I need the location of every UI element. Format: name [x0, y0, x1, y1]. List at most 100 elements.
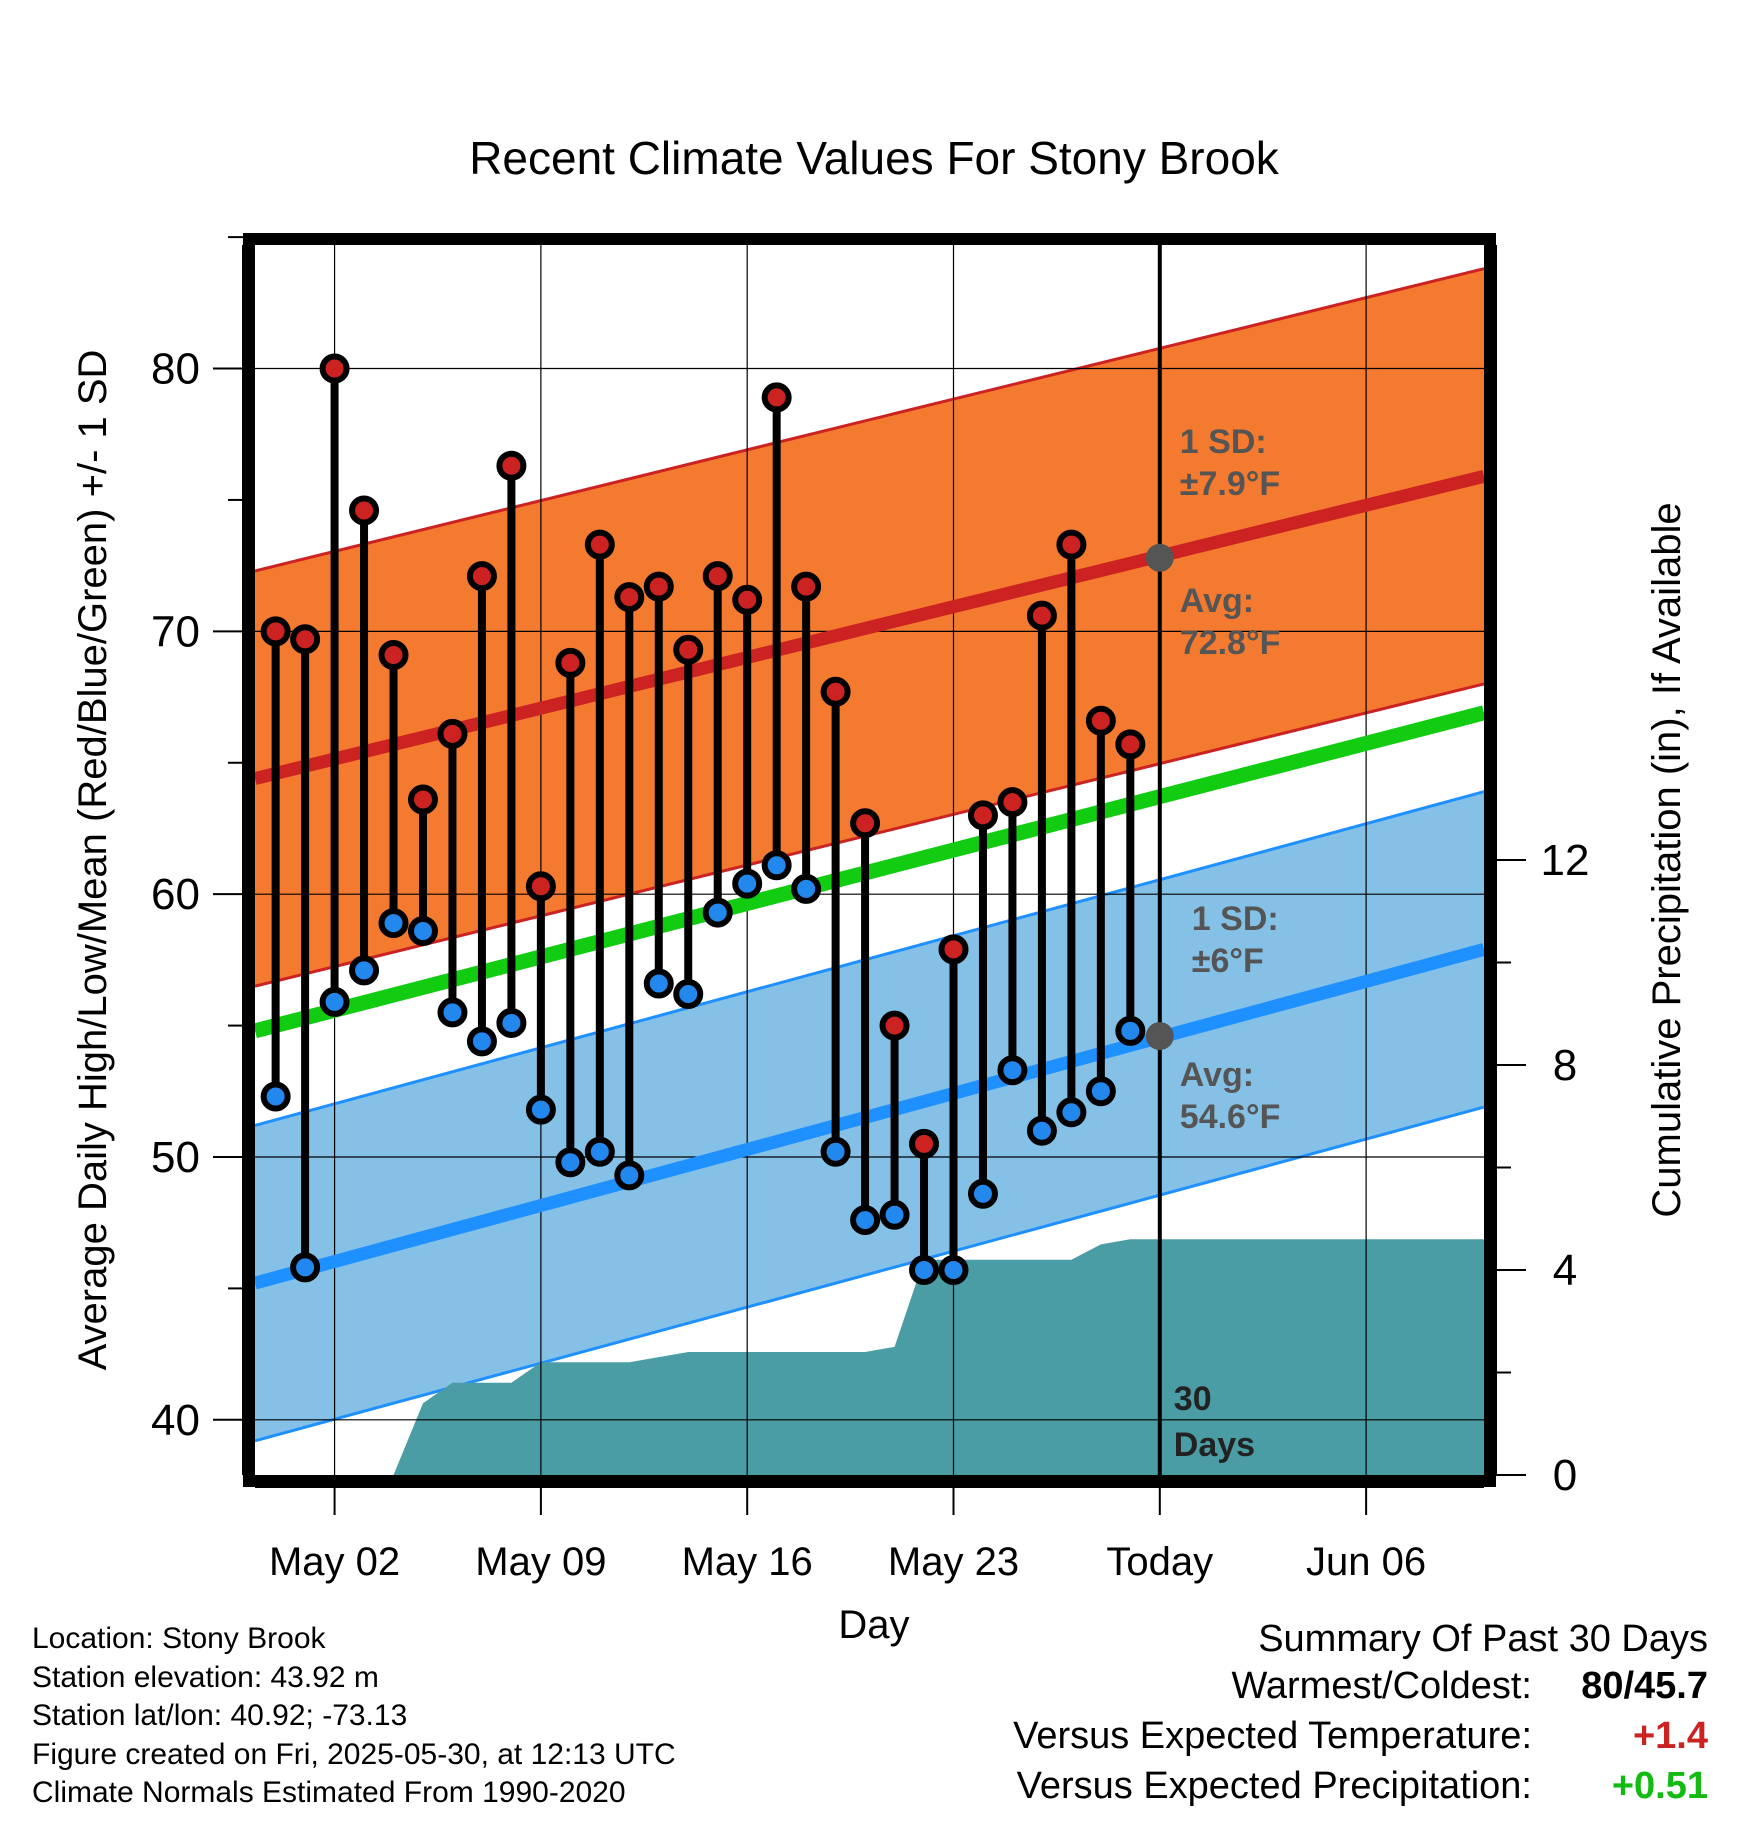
high-point	[1056, 529, 1087, 560]
high-point	[997, 787, 1028, 818]
x-axis-title: Day	[838, 1603, 909, 1647]
precip-label: Versus Expected Precipitation:	[1016, 1765, 1532, 1807]
high-point	[555, 647, 586, 678]
y2-tick-label: 4	[1553, 1246, 1577, 1295]
station-info: Location: Stony Brook Station elevation:…	[32, 1620, 676, 1813]
plot-frame	[243, 233, 1496, 1487]
temp-value: +1.4	[1632, 1715, 1708, 1757]
warm-cold-label: Warmest/Coldest:	[1231, 1665, 1532, 1707]
high-point	[673, 634, 704, 665]
low-point	[1056, 1097, 1087, 1128]
low-point	[437, 997, 468, 1028]
low-point	[1026, 1115, 1057, 1146]
location-text: Location: Stony Brook	[32, 1622, 326, 1655]
high-point	[761, 382, 792, 413]
high-point	[437, 718, 468, 749]
y-tick-label: 40	[151, 1396, 200, 1445]
high-point	[643, 571, 674, 602]
y2-axis-title: Cumulative Precipitation (in), If Availa…	[1645, 502, 1689, 1217]
precip-value: +0.51	[1611, 1765, 1708, 1807]
summary-panel: Summary Of Past 30 Days Warmest/Coldest:…	[1013, 1618, 1708, 1815]
low-avg-value: 54.6°F	[1180, 1098, 1281, 1136]
high-point	[1026, 600, 1057, 631]
x-tick-label: May 02	[269, 1540, 400, 1584]
low-point	[407, 915, 438, 946]
high-point	[260, 616, 291, 647]
low-point	[702, 897, 733, 928]
annotations-layer: 1 SD: ±7.9°F Avg: 72.8°F 1 SD: ±6°F Avg: 54.6°F…	[1145, 423, 1281, 1464]
low-point	[997, 1055, 1028, 1086]
points-layer	[260, 353, 1146, 1285]
low-sd-value: ±6°F	[1192, 942, 1264, 980]
x-tick-label: May 09	[475, 1540, 606, 1584]
axes-layer: Recent Climate Values For Stony Brook 40 5…	[71, 132, 1689, 1647]
low-point	[643, 968, 674, 999]
y2-tick-label: 8	[1553, 1041, 1577, 1090]
high-point	[378, 640, 409, 670]
x-tick-label: May 16	[682, 1540, 813, 1584]
low-point	[761, 850, 792, 881]
high-point	[820, 676, 851, 707]
stems-layer	[271, 368, 1135, 1270]
low-point	[732, 868, 763, 899]
low-point	[319, 986, 350, 1017]
low-point	[938, 1255, 969, 1285]
low-point	[1115, 1015, 1146, 1046]
low-point	[879, 1199, 910, 1230]
low-point	[290, 1252, 321, 1283]
temp-label: Versus Expected Temperature:	[1013, 1715, 1532, 1757]
high-point	[850, 808, 881, 839]
high-point	[319, 353, 350, 384]
high-point	[614, 582, 645, 613]
warm-cold-value: 80/45.7	[1568, 1665, 1708, 1708]
high-avg-label: Avg:	[1180, 582, 1254, 620]
chart-title: Recent Climate Values For Stony Brook	[469, 132, 1280, 184]
y-tick-label: 50	[151, 1133, 200, 1182]
low-point	[967, 1178, 998, 1209]
high-point	[1085, 705, 1116, 736]
normal-mean-line	[253, 705, 1486, 1039]
created-text: Figure created on Fri, 2025-05-30, at 12…	[32, 1737, 676, 1771]
high-sd-value: ±7.9°F	[1180, 465, 1280, 503]
x-tick-label: May 23	[888, 1540, 1019, 1584]
high-point	[732, 584, 763, 615]
low-point	[466, 1026, 497, 1057]
low-point	[820, 1136, 851, 1167]
normals-text: Climate Normals Estimated From 1990-2020	[32, 1776, 626, 1809]
low-point	[496, 1007, 527, 1038]
low-point	[584, 1136, 615, 1167]
high-point	[525, 871, 556, 902]
high-point	[1115, 729, 1146, 760]
frame-layer	[243, 233, 1496, 1487]
latlon-text: Station lat/lon: 40.92; -73.13	[32, 1699, 408, 1732]
days-count-label: 30	[1174, 1380, 1212, 1418]
elevation-text: Station elevation: 43.92 m	[32, 1660, 379, 1694]
low-point	[614, 1160, 645, 1191]
x-tick-label: Jun 06	[1306, 1540, 1426, 1584]
coldest-value: /45.7	[1623, 1665, 1708, 1707]
high-point	[791, 571, 822, 602]
high-point	[407, 784, 438, 815]
y-axis-title: Average Daily High/Low/Mean (Red/Blue/Gr…	[71, 350, 115, 1371]
low-sd-upper-edge	[254, 790, 1485, 1127]
low-sd-label: 1 SD:	[1192, 900, 1279, 938]
low-point	[260, 1081, 291, 1112]
x-tick-label: Today	[1106, 1540, 1213, 1584]
low-point	[909, 1255, 940, 1285]
low-point	[850, 1205, 881, 1236]
high-point	[584, 529, 615, 560]
y-tick-label: 70	[151, 607, 200, 656]
high-point	[967, 800, 998, 831]
high-point	[702, 561, 733, 592]
high-avg-value: 72.8°F	[1180, 624, 1281, 662]
y2-tick-label: 12	[1541, 836, 1590, 885]
warmest-value: 80	[1581, 1665, 1624, 1707]
high-point	[938, 934, 969, 965]
summary-precip-row: Versus Expected Precipitation: +0.51	[1013, 1765, 1708, 1815]
summary-temp-row: Versus Expected Temperature: +1.4	[1013, 1715, 1708, 1765]
days-word-label: Days	[1174, 1426, 1255, 1464]
high-sd-label: 1 SD:	[1180, 423, 1267, 461]
low-point	[1085, 1076, 1116, 1107]
low-avg-marker	[1145, 1022, 1174, 1051]
